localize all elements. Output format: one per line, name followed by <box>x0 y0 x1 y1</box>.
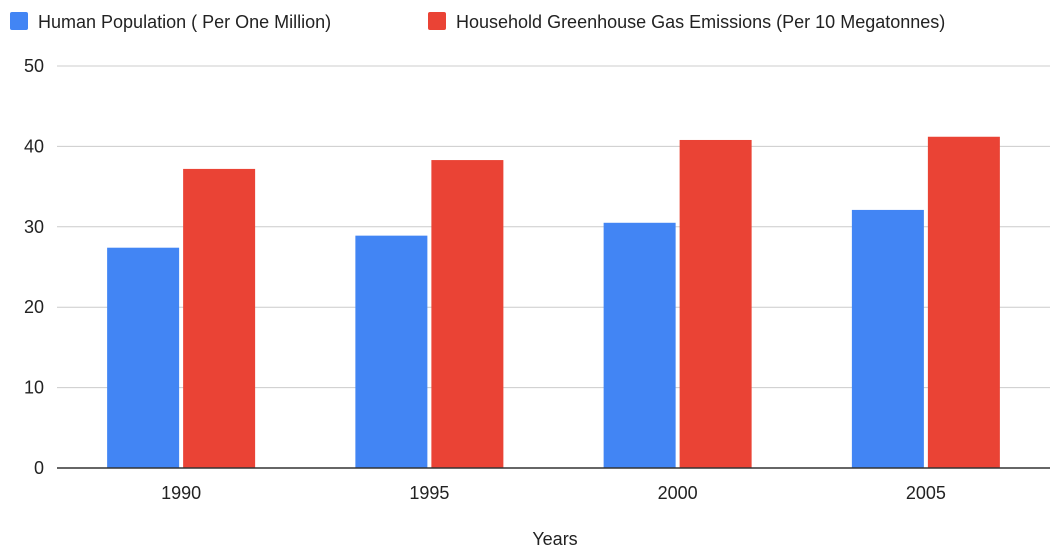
bar-emissions-2005[interactable] <box>927 136 1000 468</box>
legend-label-greenhouse-gas-emissions: Household Greenhouse Gas Emissions (Per … <box>456 12 945 32</box>
x-tick-label-2000: 2000 <box>658 483 698 503</box>
bar-population-2005[interactable] <box>851 209 924 468</box>
y-tick-label-0: 0 <box>34 458 44 478</box>
bar-emissions-1995[interactable] <box>431 160 504 468</box>
y-tick-label-50: 50 <box>24 56 44 76</box>
legend: Human Population ( Per One Million) Hous… <box>10 12 945 32</box>
y-tick-label-10: 10 <box>24 378 44 398</box>
y-tick-label-30: 30 <box>24 217 44 237</box>
x-axis-tick-labels: 1990 1995 2000 2005 <box>161 483 946 503</box>
x-tick-label-1995: 1995 <box>409 483 449 503</box>
y-tick-label-40: 40 <box>24 136 44 156</box>
y-tick-label-20: 20 <box>24 297 44 317</box>
bar-emissions-2000[interactable] <box>679 139 752 468</box>
x-tick-label-1990: 1990 <box>161 483 201 503</box>
bar-population-1995[interactable] <box>355 235 428 468</box>
bar-emissions-1990[interactable] <box>183 168 256 469</box>
bar-population-2000[interactable] <box>603 222 676 468</box>
legend-label-human-population: Human Population ( Per One Million) <box>38 12 331 32</box>
y-axis-tick-labels: 0 10 20 30 40 50 <box>24 56 44 478</box>
bar-population-1990[interactable] <box>107 247 180 468</box>
legend-swatch-human-population <box>10 12 28 30</box>
bars <box>107 136 1000 469</box>
x-tick-label-2005: 2005 <box>906 483 946 503</box>
x-axis-title: Years <box>532 529 577 549</box>
legend-swatch-greenhouse-gas-emissions <box>428 12 446 30</box>
